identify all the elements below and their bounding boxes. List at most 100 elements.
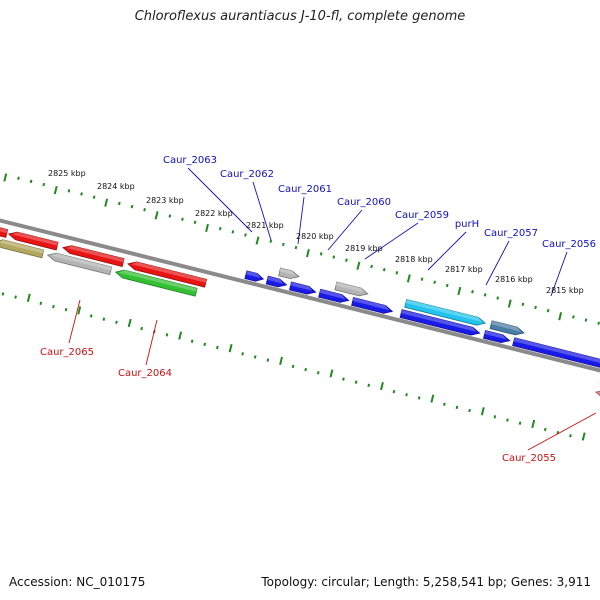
gene-label: Caur_2059 <box>395 210 449 221</box>
tick-mark <box>332 255 336 259</box>
tick-mark <box>17 176 20 180</box>
tick-mark <box>581 432 586 441</box>
gene-highlight <box>131 261 207 283</box>
label-leader-line <box>145 319 158 366</box>
gene-highlight <box>279 268 296 276</box>
gene-highlight <box>491 320 521 332</box>
tick-mark <box>420 277 424 281</box>
scale-label: 2818 kbp <box>395 255 433 264</box>
gene-label: Caur_2060 <box>337 197 391 208</box>
scale-label: 2816 kbp <box>495 275 533 284</box>
gene-highlight <box>0 227 8 234</box>
tick-mark <box>569 434 572 438</box>
label-leaders <box>68 167 597 451</box>
gene-highlight <box>267 276 284 284</box>
tick-mark <box>168 214 172 218</box>
scale-label: 2821 kbp <box>246 221 284 230</box>
label-leader-line <box>364 222 419 260</box>
tick-mark <box>480 407 485 416</box>
tick-mark <box>380 381 384 391</box>
tick-mark <box>546 308 550 313</box>
tick-mark <box>253 355 257 359</box>
tick-mark <box>205 223 209 233</box>
gene-highlight <box>51 253 112 271</box>
gene-label: Caur_2065 <box>40 347 94 358</box>
tick-mark <box>395 271 399 275</box>
tick-mark <box>382 267 386 272</box>
tick-mark <box>64 307 68 312</box>
tick-mark <box>102 317 106 321</box>
scale-label: 2817 kbp <box>445 265 483 274</box>
map-title: Chloroflexus aurantiacus J-10-fl, comple… <box>134 9 466 24</box>
tick-mark <box>190 339 194 343</box>
gene-label: Caur_2064 <box>118 368 172 379</box>
tick-mark <box>304 367 307 372</box>
tick-mark <box>455 405 459 410</box>
tick-mark <box>506 418 509 422</box>
tick-mark <box>203 342 207 347</box>
tick-mark <box>228 344 233 353</box>
label-leader-line <box>252 181 272 241</box>
tick-mark <box>392 389 396 394</box>
label-leader-line <box>550 251 568 297</box>
label-leader-line <box>427 231 467 271</box>
tick-mark <box>443 402 446 406</box>
tick-mark <box>67 189 71 193</box>
tick-mark <box>356 261 361 270</box>
gene-label: Caur_2062 <box>220 169 274 180</box>
tick-mark <box>306 249 310 258</box>
tick-mark <box>279 356 283 365</box>
tick-mark <box>572 315 575 319</box>
inner-tick-track <box>1 292 586 441</box>
gene-highlight <box>401 309 477 332</box>
tick-mark <box>282 242 285 247</box>
tick-mark <box>433 280 436 284</box>
tick-mark <box>483 293 487 297</box>
tick-mark <box>329 369 334 378</box>
tick-mark <box>255 236 260 245</box>
gene-label: purH <box>455 219 479 230</box>
gene-label: Caur_2063 <box>163 155 217 166</box>
gene-highlight <box>119 270 198 292</box>
tick-mark <box>370 264 373 269</box>
tick-mark <box>104 198 109 207</box>
tick-mark <box>417 396 421 400</box>
backbone-line <box>0 218 600 373</box>
tick-mark <box>244 233 247 237</box>
tick-mark <box>143 208 146 212</box>
gene-highlight <box>319 289 346 300</box>
tick-mark <box>89 314 93 318</box>
gene-arrow <box>594 390 600 397</box>
tick-mark <box>558 312 563 321</box>
tick-mark <box>118 201 121 206</box>
tick-mark <box>471 290 474 294</box>
tick-mark <box>154 211 159 220</box>
scale-label: 2815 kbp <box>546 286 584 295</box>
gene-features <box>0 227 600 397</box>
scale-label: 2825 kbp <box>48 169 86 178</box>
tick-mark <box>266 358 270 362</box>
genome-backbone <box>0 218 600 373</box>
tick-mark <box>457 286 462 296</box>
tick-mark <box>178 331 183 340</box>
label-leader-line <box>327 209 363 251</box>
tick-mark <box>231 230 235 234</box>
tick-mark <box>430 394 435 403</box>
tick-mark <box>534 305 537 310</box>
gene-highlight <box>513 337 600 363</box>
tick-mark <box>80 192 83 196</box>
tick-mark <box>29 179 33 184</box>
tick-mark <box>354 380 358 384</box>
tick-mark <box>496 296 500 300</box>
tick-mark <box>92 195 96 199</box>
tick-mark <box>345 258 348 262</box>
label-leader-line <box>485 240 510 286</box>
gene-label: Caur_2056 <box>542 239 596 250</box>
gene-highlight <box>66 245 125 263</box>
tick-mark <box>584 318 588 322</box>
tick-mark <box>115 320 118 324</box>
gene-highlight <box>12 232 59 246</box>
gene-highlight <box>246 270 261 278</box>
gene-label: Caur_2061 <box>278 184 332 195</box>
scale-label: 2822 kbp <box>195 209 233 218</box>
